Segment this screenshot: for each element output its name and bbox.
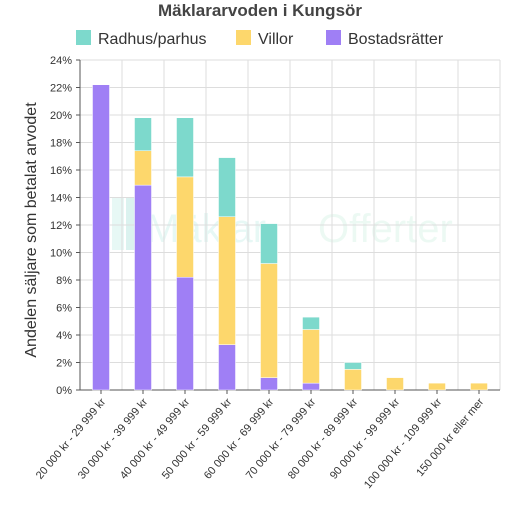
bar-segment[interactable] xyxy=(302,329,320,384)
bar-segment[interactable] xyxy=(134,184,152,391)
legend-swatch[interactable] xyxy=(326,30,341,45)
x-tick-label: 40 000 kr - 49 999 kr xyxy=(118,396,193,482)
y-axis-ticks: 0% 2% 4% 6% 8% 10% 12% 14% 16% 18% 20% 22% 24% xyxy=(50,55,80,397)
bar-segment[interactable] xyxy=(176,176,194,278)
y-tick-label: 20% xyxy=(50,110,72,122)
bar-segment[interactable] xyxy=(302,316,320,330)
chart-title: Mäklararvoden i Kungsör xyxy=(158,1,362,20)
legend: Radhus/parhus Villor Bostadsrätter xyxy=(76,30,444,48)
y-tick-label: 12% xyxy=(50,220,72,232)
bar-segment[interactable] xyxy=(260,263,278,378)
legend-swatch[interactable] xyxy=(236,30,251,45)
bar-segment[interactable] xyxy=(386,377,404,391)
bar-segment[interactable] xyxy=(176,277,194,391)
bar-segment[interactable] xyxy=(344,362,362,370)
legend-label[interactable]: Radhus/parhus xyxy=(98,31,207,48)
legend-label[interactable]: Villor xyxy=(258,31,294,48)
bar-segment[interactable] xyxy=(344,369,362,391)
y-tick-label: 8% xyxy=(56,275,72,287)
x-tick-label: 50 000 kr - 59 999 kr xyxy=(160,396,235,482)
x-tick-label: 20 000 kr - 29 999 kr xyxy=(34,396,109,482)
y-tick-label: 4% xyxy=(56,330,72,342)
bar-segment[interactable] xyxy=(218,157,236,217)
y-axis-label: Andelen säljare som betalat arvodet xyxy=(23,102,40,358)
x-tick-label: 100 000 kr - 109 999 kr xyxy=(362,396,445,491)
legend-swatch[interactable] xyxy=(76,30,91,45)
x-tick-label: 30 000 kr - 39 999 kr xyxy=(76,396,151,482)
bar-segment[interactable] xyxy=(134,150,152,186)
legend-label[interactable]: Bostadsrätter xyxy=(348,31,444,48)
bar-segment[interactable] xyxy=(302,382,320,391)
bars xyxy=(92,84,488,391)
bar-segment[interactable] xyxy=(92,84,110,391)
bar-segment[interactable] xyxy=(218,344,236,391)
watermark-text-b: Offerter xyxy=(318,207,453,251)
y-tick-label: 6% xyxy=(56,303,72,315)
bar-segment[interactable] xyxy=(218,216,236,345)
bar-segment[interactable] xyxy=(470,382,488,391)
y-tick-label: 22% xyxy=(50,83,72,95)
bar-segment[interactable] xyxy=(134,117,152,151)
x-tick-label: 80 000 kr - 89 999 kr xyxy=(286,396,361,482)
bar-segment[interactable] xyxy=(260,223,278,264)
y-tick-label: 24% xyxy=(50,55,72,67)
y-tick-label: 10% xyxy=(50,248,72,260)
x-tick-label: 90 000 kr - 99 999 kr xyxy=(328,396,403,482)
bar-segment[interactable] xyxy=(176,117,194,178)
watermark-logo-bar xyxy=(112,198,124,250)
y-tick-label: 2% xyxy=(56,358,72,370)
y-tick-label: 16% xyxy=(50,165,72,177)
x-tick-label: 60 000 kr - 69 999 kr xyxy=(202,396,277,482)
bar-segment[interactable] xyxy=(260,377,278,391)
y-tick-label: 14% xyxy=(50,193,72,205)
y-tick-label: 0% xyxy=(56,385,72,397)
y-tick-label: 18% xyxy=(50,138,72,150)
x-tick-label: 70 000 kr - 79 999 kr xyxy=(244,396,319,482)
bar-segment[interactable] xyxy=(428,382,446,391)
